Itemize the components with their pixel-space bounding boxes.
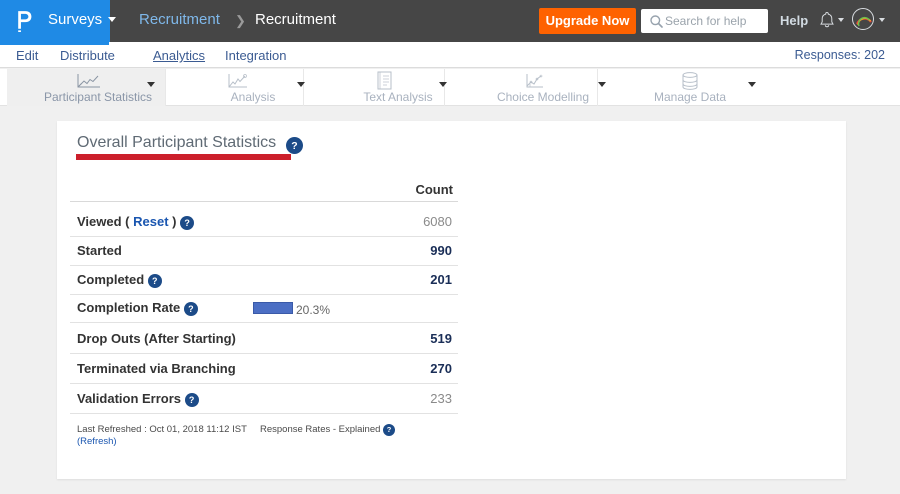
svg-text:?: ? (291, 140, 297, 152)
